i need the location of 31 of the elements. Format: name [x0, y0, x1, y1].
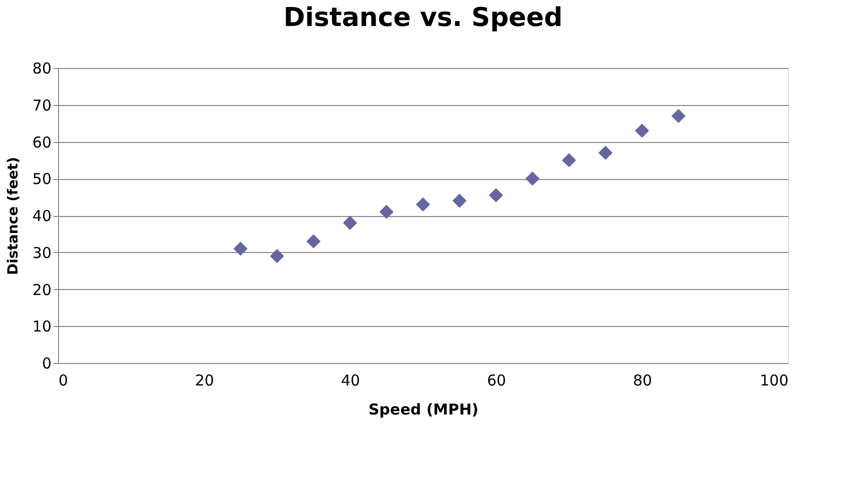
x-tick-label: 60: [486, 372, 506, 390]
point: [342, 216, 358, 230]
point: [488, 188, 504, 202]
x-tick-label: 40: [340, 372, 360, 390]
y-tick-label: 50: [32, 170, 52, 188]
point: [671, 108, 686, 124]
y-axis-title: Distance (feet): [5, 156, 22, 276]
point: [525, 172, 540, 186]
y-tick-label: 80: [32, 60, 52, 78]
point: [233, 242, 248, 256]
y-tick-label: 30: [32, 244, 52, 262]
y-tick-label: 60: [32, 133, 52, 152]
point: [306, 234, 321, 248]
x-tick-label: 0: [58, 372, 68, 390]
point: [270, 248, 284, 264]
point: [452, 194, 467, 208]
y-tick-label: 0: [42, 354, 52, 372]
chart-title: Distance vs. Speed: [283, 3, 563, 33]
point: [416, 197, 430, 212]
point: [379, 204, 394, 219]
y-tick-label: 10: [32, 318, 52, 336]
point: [562, 153, 576, 168]
y-tick-label: 20: [32, 280, 52, 299]
x-tick-label: 100: [760, 372, 788, 390]
y-tick-label: 40: [32, 207, 52, 225]
point: [634, 124, 650, 138]
point: [598, 146, 613, 160]
x-axis-title: Speed (MPH): [368, 400, 479, 418]
y-tick-label: 70: [32, 96, 52, 114]
x-tick-label: 20: [194, 372, 214, 390]
x-tick-label: 80: [632, 372, 652, 390]
